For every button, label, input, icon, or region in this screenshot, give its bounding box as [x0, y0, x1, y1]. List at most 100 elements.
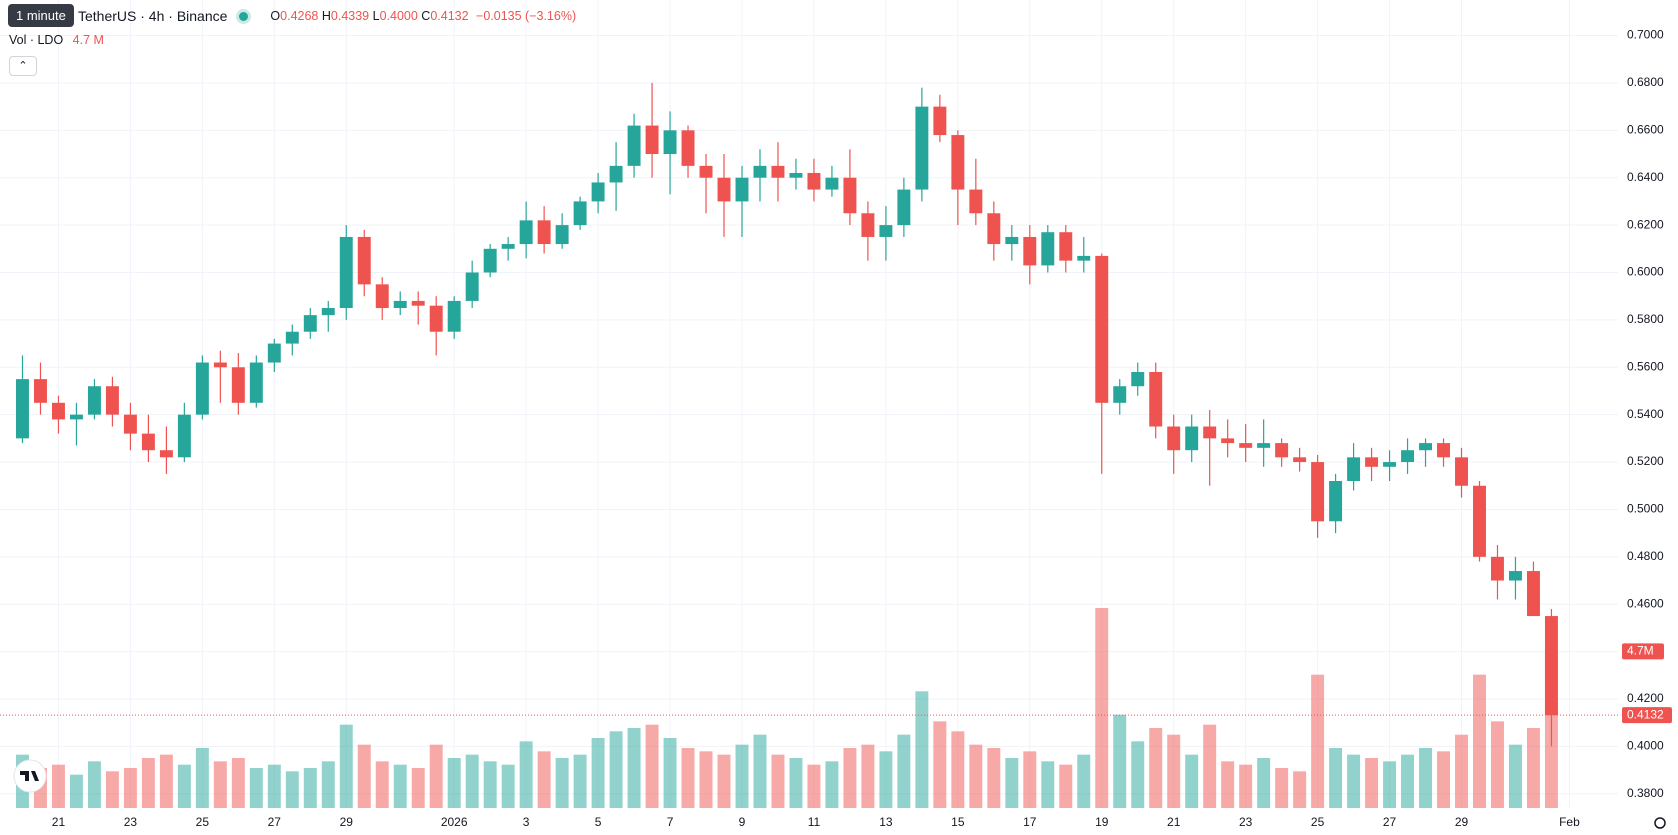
y-tick-label: 0.7000 [1627, 28, 1664, 42]
candle-body [1383, 462, 1397, 467]
h-value: 0.4339 [330, 9, 370, 23]
volume-bar [555, 758, 569, 808]
candle-body [681, 130, 695, 166]
volume-bar [123, 768, 137, 808]
candle-body [627, 125, 641, 166]
volume-bar [1437, 751, 1450, 808]
volume-bar [1508, 744, 1522, 808]
volume-bar [501, 764, 515, 808]
candle-body [573, 201, 587, 226]
volume-legend: Vol · LDO 4.7 M [9, 33, 104, 47]
y-tick-label: 0.6600 [1627, 122, 1664, 136]
symbol-title[interactable]: TetherUS · 4h · Binance [78, 8, 228, 24]
candle-body [987, 213, 1001, 245]
h-label: H [321, 9, 331, 23]
volume-bar [177, 764, 191, 808]
volume-bar [483, 761, 497, 808]
candle-body [51, 402, 65, 420]
candle-body [555, 225, 569, 245]
volume-bar [1275, 768, 1289, 808]
candle-body [465, 272, 479, 301]
candle-body [411, 300, 425, 306]
candle-body [1149, 372, 1163, 427]
volume-bar [303, 768, 317, 808]
volume-bar [573, 754, 587, 808]
candle-body [141, 433, 155, 451]
candle-body [501, 244, 515, 249]
candle-body [1275, 443, 1289, 458]
volume-bar [339, 724, 353, 808]
candle-body [1365, 457, 1379, 467]
x-tick-label: 19 [1095, 815, 1109, 829]
y-tick-label: 0.6000 [1627, 265, 1664, 279]
x-tick-label: 21 [52, 815, 66, 829]
y-tick-label: 0.3800 [1627, 786, 1664, 800]
x-tick-label: 23 [1239, 815, 1253, 829]
volume-bar [357, 744, 371, 808]
candle-body [897, 189, 911, 226]
volume-bar [1257, 758, 1271, 808]
last-price-tag [1622, 707, 1672, 724]
candle-body [717, 177, 731, 202]
volume-bar [51, 764, 65, 808]
candle-body [1005, 236, 1019, 245]
x-tick-label: 2026 [441, 815, 468, 829]
candle-body [843, 177, 857, 214]
x-tick-label: 11 [808, 815, 821, 829]
candle-body [609, 165, 623, 183]
candle-body [915, 106, 929, 190]
volume-bar [1491, 721, 1504, 808]
candle-body [1508, 571, 1522, 581]
candle-body [1437, 443, 1450, 458]
candle-body [1095, 255, 1109, 403]
volume-bar [987, 748, 1001, 808]
candle-body [213, 362, 227, 368]
candle-body [1167, 426, 1181, 451]
candle-body [753, 165, 767, 178]
volume-bar [393, 764, 407, 808]
volume-bar [1329, 748, 1343, 808]
volume-bar [1167, 734, 1181, 808]
candle-body [1077, 255, 1091, 261]
volume-bar [879, 751, 893, 808]
volume-bar [249, 768, 263, 808]
o-value: 0.4268 [280, 9, 319, 23]
legend-header: TetherUS · 4h · Binance O0.4268 H0.4339 … [78, 8, 576, 24]
tv-logo [13, 759, 47, 793]
candle-body [429, 305, 443, 332]
volume-bar [789, 758, 803, 808]
volume-value: 4.7 M [72, 33, 104, 47]
collapse-button[interactable]: ⌃ [9, 56, 37, 76]
candle-body [699, 165, 713, 178]
candle-body [87, 386, 101, 415]
candle-body [969, 189, 983, 214]
candle-body [267, 343, 281, 363]
candle-body [195, 362, 209, 415]
y-tick-label: 0.4200 [1627, 691, 1664, 705]
volume-bar [717, 754, 731, 808]
volume-title: Vol · LDO [9, 33, 64, 47]
volume-bar [825, 761, 839, 808]
settings-icon[interactable] [1654, 817, 1666, 829]
volume-bar [1131, 741, 1145, 808]
volume-tag-label: 4.7M [1627, 644, 1654, 658]
candle-body [483, 248, 497, 273]
y-tick-label: 0.5600 [1627, 359, 1664, 373]
volume-bar [933, 721, 947, 808]
candle-body [1419, 443, 1433, 451]
volume-bar [1526, 728, 1540, 808]
candle-body [1544, 616, 1558, 716]
candle-body [1526, 571, 1540, 617]
volume-bar [699, 751, 713, 808]
volume-bar [663, 738, 677, 808]
candle-body [249, 362, 263, 403]
volume-bar [1221, 761, 1235, 808]
l-label: L [372, 9, 380, 23]
candle-body [1455, 457, 1468, 486]
x-tick-label: 5 [595, 815, 602, 829]
volume-bar [1455, 734, 1468, 808]
volume-bar [195, 748, 209, 808]
candle-body [1311, 462, 1325, 522]
volume-bar [1419, 748, 1433, 808]
